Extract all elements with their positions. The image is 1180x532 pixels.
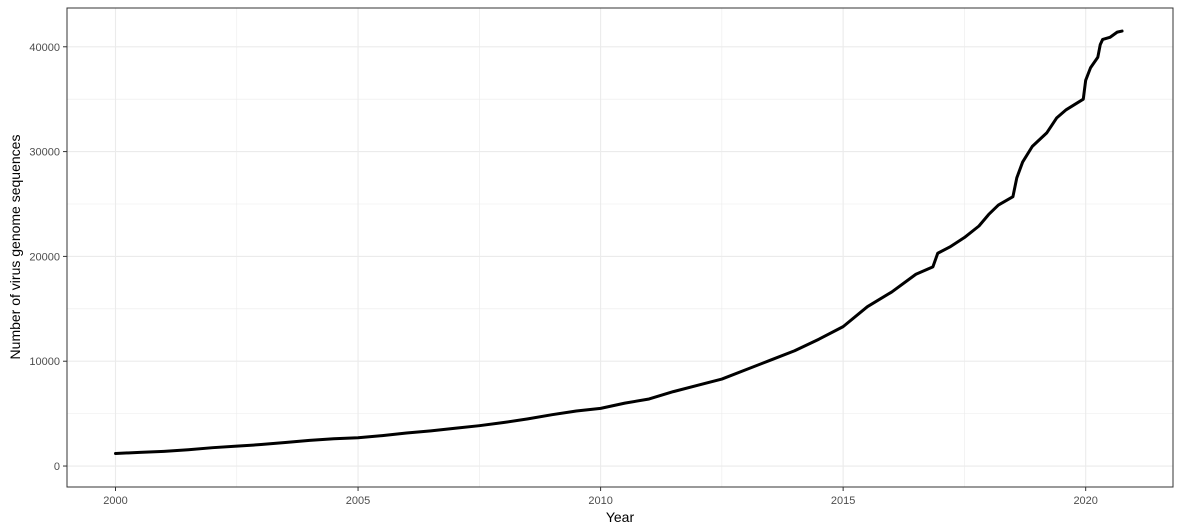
y-tick-label: 10000: [29, 356, 60, 368]
x-tick-label: 2015: [831, 495, 855, 507]
x-tick-label: 2020: [1073, 495, 1097, 507]
x-tick-label: 2000: [103, 495, 127, 507]
series-line: [114, 29, 1124, 455]
major-gridlines: [67, 8, 1173, 487]
x-tick-label: 2010: [588, 495, 612, 507]
y-axis: 0 10000 20000 30000 40000: [29, 42, 67, 473]
series-layer: [114, 29, 1124, 455]
x-axis: 2000 2005 2010 2015 2020: [103, 487, 1098, 507]
y-tick-label: 20000: [29, 251, 60, 263]
y-tick-label: 0: [54, 461, 60, 473]
x-axis-title: Year: [606, 509, 635, 525]
plot-background: [67, 8, 1173, 487]
y-tick-label: 30000: [29, 147, 60, 159]
x-tick-label: 2005: [346, 495, 370, 507]
y-axis-title: Number of virus genome sequences: [7, 135, 23, 360]
plot-border: [66, 7, 1174, 488]
y-tick-label: 40000: [29, 42, 60, 54]
minor-gridlines: [67, 8, 1173, 487]
